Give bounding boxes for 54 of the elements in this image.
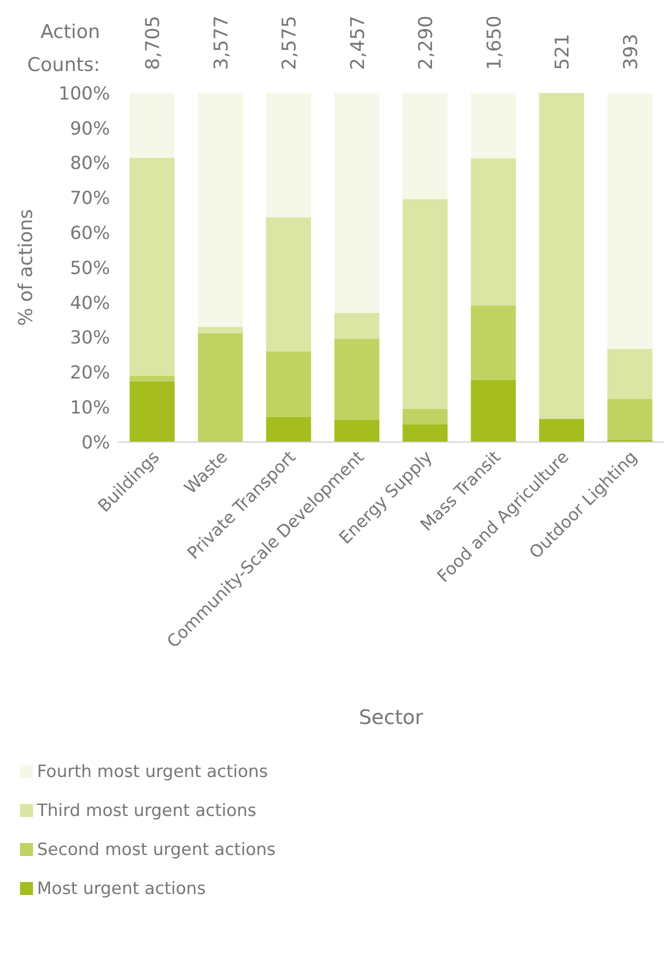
bar (334, 93, 380, 313)
bar (539, 418, 584, 442)
bar (402, 199, 448, 409)
y-tick-label: 0% (81, 432, 110, 454)
bar (266, 351, 312, 417)
legend-label: Third most urgent actions (37, 800, 256, 820)
bar (607, 348, 652, 399)
y-tick-label: 50% (70, 258, 110, 279)
bar (334, 339, 380, 420)
bar (130, 381, 175, 442)
text: 3,577 (210, 16, 232, 70)
text: 1,650 (483, 16, 506, 70)
legend-label: Fourth most urgent actions (37, 762, 268, 782)
y-tick-label: 60% (70, 222, 110, 244)
bar (198, 333, 243, 442)
bar (334, 312, 380, 340)
bar (470, 93, 516, 158)
y-tick-label: 30% (70, 328, 110, 349)
text: 2,575 (278, 16, 301, 70)
bar (198, 326, 243, 334)
y-tick-label: 20% (70, 362, 110, 384)
y-tick-label: 70% (70, 188, 110, 210)
bar (539, 93, 584, 419)
x-axis-title: Sector (358, 705, 424, 729)
bar (130, 376, 175, 382)
text: 8,705 (142, 16, 164, 70)
bar (402, 424, 448, 442)
text: 2,457 (346, 16, 369, 70)
bar (607, 398, 652, 440)
bar (198, 93, 243, 327)
y-tick-label: 10% (70, 397, 110, 418)
y-tick-label: 80% (70, 153, 110, 174)
y-axis-title: % of actions (15, 209, 37, 326)
text: 2,290 (415, 16, 438, 70)
bar (607, 93, 652, 349)
bar (266, 217, 312, 352)
bar (470, 158, 516, 306)
text: 521 (552, 34, 574, 70)
legend-label: Second most urgent actions (37, 840, 276, 860)
bar (130, 158, 175, 376)
y-tick-label: 100% (58, 83, 110, 104)
bar (470, 380, 516, 442)
y-tick-label: 90% (70, 118, 110, 140)
bar (130, 93, 175, 158)
text: Action Counts: (27, 21, 100, 76)
bar (402, 408, 448, 425)
text: 393 (620, 34, 642, 70)
bar (402, 93, 448, 200)
y-tick-label: 40% (70, 292, 110, 314)
legend-label: Most urgent actions (37, 878, 206, 898)
bar (334, 420, 380, 442)
bar (266, 416, 312, 442)
bar (266, 93, 312, 218)
bar (470, 305, 516, 380)
